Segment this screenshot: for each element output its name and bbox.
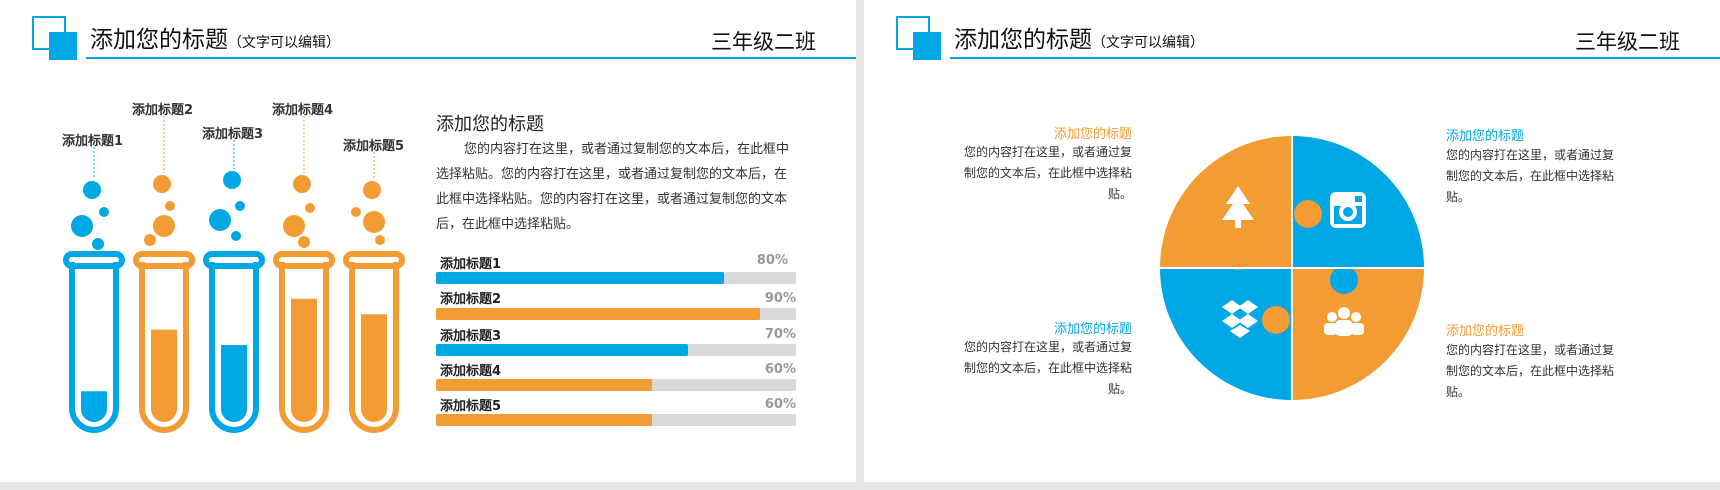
block-text-top-left: 您的内容打在这里，或者通过复制您的文本后，在此框中选择粘贴。: [964, 145, 1133, 201]
progress-bar-5: [436, 414, 796, 426]
tube-bubble-3-3: [209, 209, 231, 231]
tube-rim-2: [133, 251, 195, 269]
block-heading-top-right: 添加您的标题: [1446, 129, 1525, 144]
block-heading-bottom-right: 添加您的标题: [1446, 324, 1525, 339]
page-title: 添加您的标题（文字可以编辑）: [90, 27, 340, 53]
instagram-icon: [1330, 192, 1366, 228]
bar-value-5: 60%: [764, 397, 796, 412]
tube-5: [349, 262, 399, 433]
bar-value-4: 60%: [764, 362, 796, 377]
tube-rim-5: [343, 251, 405, 269]
tube-label-5: 添加标题5: [343, 139, 405, 154]
tube-bubble-2-3: [153, 215, 175, 237]
tube-bubble-1-4: [92, 238, 104, 250]
bar-value-3: 70%: [764, 327, 796, 342]
puzzle-circle-graphic: [1158, 134, 1426, 402]
tube-bubble-5-3: [363, 211, 385, 233]
section-title: 添加您的标题: [436, 114, 544, 135]
header-square-filled: [49, 32, 77, 60]
tube-bubble-5-2: [351, 207, 361, 217]
bar-label-2: 添加标题2: [440, 292, 502, 307]
class-label: 三年级二班: [711, 30, 816, 54]
slide-left: 添加您的标题（文字可以编辑） 三年级二班 添加标题1 添加标题2 添加标题3 添…: [0, 0, 856, 482]
bar-label-1: 添加标题1: [440, 257, 502, 272]
tube-bubble-3-4: [231, 231, 241, 241]
block-text-bottom-left: 您的内容打在这里，或者通过复制您的文本后，在此框中选择粘贴。: [964, 340, 1133, 396]
tube-bubble-3-2: [235, 201, 245, 211]
tube-bubble-4-3: [283, 215, 305, 237]
tube-liquid-4: [291, 298, 317, 422]
puzzle-piece-top-left: [1160, 136, 1292, 268]
tube-bubble-5-1: [363, 181, 381, 199]
slide-right: 添加您的标题（文字可以编辑） 三年级二班: [864, 0, 1720, 482]
block-text-bottom-right: 您的内容打在这里，或者通过复制您的文本后，在此框中选择粘贴。: [1446, 343, 1615, 399]
puzzle-tab-2: [1224, 242, 1252, 270]
puzzle-piece-bottom-left: [1160, 268, 1292, 400]
bar-value-2: 90%: [764, 291, 796, 306]
tube-bubble-3-1: [223, 171, 241, 189]
tube-bubble-2-4: [144, 234, 156, 246]
page-subtitle: （文字可以编辑）: [228, 35, 340, 51]
progress-fill-3: [436, 344, 688, 356]
tube-liquid-1: [81, 391, 107, 422]
progress-bar-1: [436, 272, 796, 284]
tube-label-3: 添加标题3: [202, 127, 264, 142]
page-subtitle: （文字可以编辑）: [1092, 35, 1204, 51]
tube-liquid-2: [151, 329, 177, 422]
tube-label-4: 添加标题4: [272, 103, 334, 118]
progress-bar-2: [436, 308, 796, 320]
dropbox-icon: [1222, 300, 1258, 338]
puzzle-tab-4: [1262, 306, 1290, 334]
tube-2: [139, 262, 189, 433]
tube-label-1: 添加标题1: [62, 134, 124, 149]
block-heading-bottom-left: 添加您的标题: [1053, 322, 1132, 337]
tube-label-2: 添加标题2: [132, 103, 194, 118]
tube-bubble-4-4: [298, 236, 310, 248]
users-icon: [1324, 307, 1364, 336]
progress-fill-1: [436, 272, 724, 284]
block-heading-top-left: 添加您的标题: [1053, 127, 1132, 142]
tube-rim-3: [203, 251, 265, 269]
puzzle-tab-1: [1294, 200, 1322, 228]
tube-bubble-1-2: [99, 207, 109, 217]
progress-bar-3: [436, 344, 796, 356]
header-divider: [950, 57, 1720, 59]
tube-bubble-5-4: [375, 235, 385, 245]
progress-fill-5: [436, 414, 652, 426]
puzzle-tab-3: [1330, 266, 1358, 294]
section-paragraph: 您的内容打在这里，或者通过复制您的文本后，在此框中选择粘贴。您的内容打在这里，或…: [436, 142, 790, 232]
progress-bar-4: [436, 379, 796, 391]
block-text-top-right: 您的内容打在这里，或者通过复制您的文本后，在此框中选择粘贴。: [1446, 148, 1615, 204]
class-label: 三年级二班: [1575, 30, 1680, 54]
tube-bubble-4-2: [305, 203, 315, 213]
progress-fill-4: [436, 379, 652, 391]
tube-1: [69, 262, 119, 433]
tube-liquid-5: [361, 314, 387, 422]
header-square-filled: [913, 32, 941, 60]
tube-rim-4: [273, 251, 335, 269]
tube-liquid-3: [221, 345, 247, 422]
bar-label-3: 添加标题3: [440, 329, 502, 344]
tube-bubble-1-3: [71, 215, 93, 237]
tube-rim-1: [63, 251, 125, 269]
tube-bubble-2-1: [153, 175, 171, 193]
tube-bubble-4-1: [293, 175, 311, 193]
tube-4: [279, 262, 329, 433]
tube-bubble-1-1: [83, 181, 101, 199]
tube-bubble-2-2: [165, 201, 175, 211]
page-title: 添加您的标题（文字可以编辑）: [954, 27, 1204, 53]
progress-fill-2: [436, 308, 760, 320]
tube-3: [209, 262, 259, 433]
header-divider: [86, 57, 856, 59]
test-tubes-graphic: [63, 116, 405, 433]
bar-label-4: 添加标题4: [440, 364, 502, 379]
tree-icon: [1222, 186, 1254, 228]
bar-value-1: 80%: [756, 253, 788, 268]
bar-label-5: 添加标题5: [440, 399, 502, 414]
